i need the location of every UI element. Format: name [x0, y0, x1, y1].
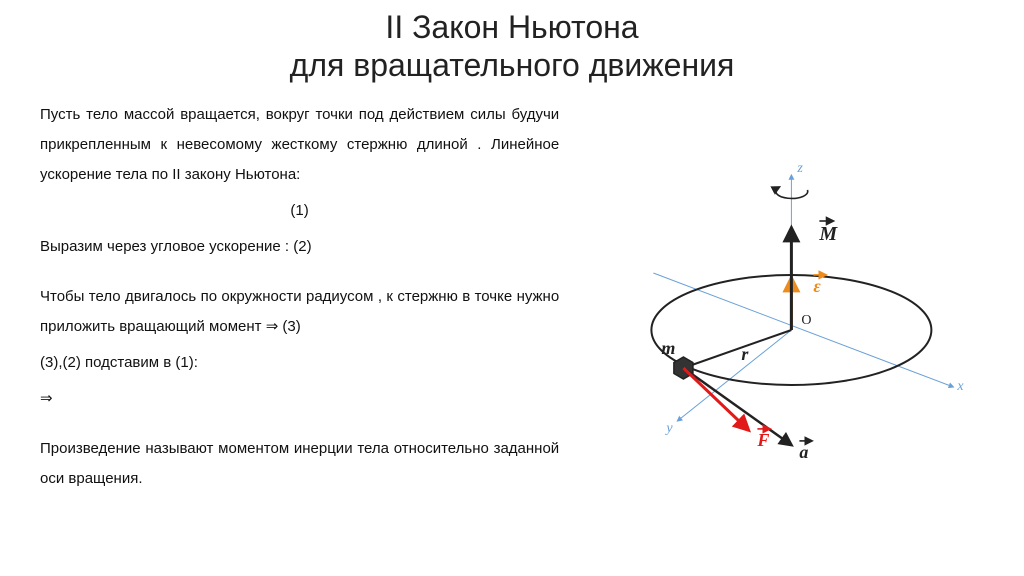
rotation-diagram: z x y r Om ε Ma F — [559, 140, 984, 480]
paragraph-5: ⇒ — [40, 384, 559, 414]
svg-text:F: F — [757, 430, 770, 450]
spacer-1 — [40, 268, 559, 276]
svg-text:O: O — [802, 313, 812, 328]
spacer-2 — [40, 420, 559, 428]
svg-text:a: a — [800, 442, 809, 462]
equation-1: (1) — [40, 196, 559, 226]
title-line-1: II Закон Ньютона — [385, 9, 638, 45]
svg-text:x: x — [957, 379, 965, 394]
svg-text:z: z — [797, 161, 804, 176]
svg-text:ε: ε — [814, 276, 822, 296]
paragraph-6: Произведение называют моментом инерции т… — [40, 434, 559, 494]
title-line-2: для вращательного движения — [290, 47, 735, 83]
svg-text:r: r — [742, 344, 750, 364]
paragraph-1: Пусть тело массой вращается, вокруг точк… — [40, 100, 559, 190]
svg-text:m: m — [662, 338, 676, 358]
svg-text:y: y — [665, 421, 674, 436]
content-area: Пусть тело массой вращается, вокруг точк… — [40, 100, 984, 566]
paragraph-3: Чтобы тело двигалось по окружности радиу… — [40, 282, 559, 342]
figure-column: z x y r Om ε Ma F — [559, 100, 984, 566]
svg-text:M: M — [819, 223, 839, 245]
text-column: Пусть тело массой вращается, вокруг точк… — [40, 100, 559, 566]
page-title: II Закон Ньютона для вращательного движе… — [0, 0, 1024, 85]
paragraph-2: Выразим через угловое ускорение : (2) — [40, 232, 559, 262]
paragraph-4: (3),(2) подставим в (1): — [40, 348, 559, 378]
